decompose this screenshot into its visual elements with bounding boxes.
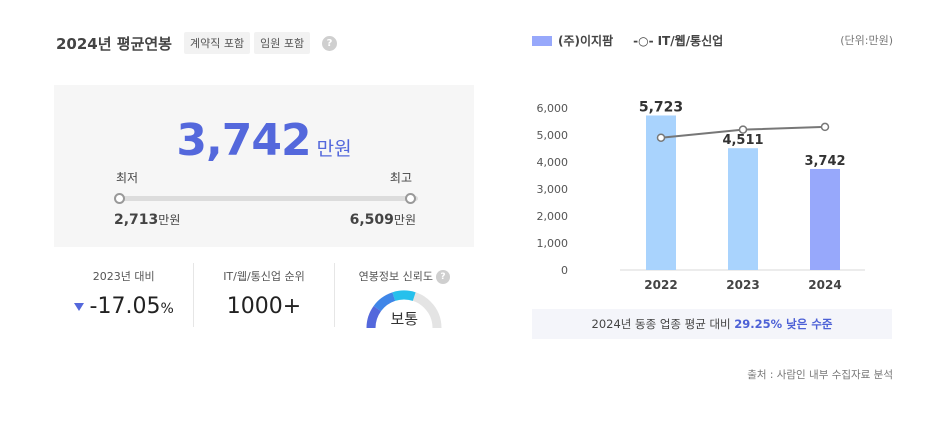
stat-reliability-label: 연봉정보 신뢰도? [335,268,474,284]
y-tick-label: 1,000 [537,237,569,250]
legend-bar-swatch [532,35,552,46]
stat-rank-label: IT/웹/통신업 순위 [223,270,305,283]
y-tick-label: 5,000 [537,129,569,142]
average-salary: 3,742 만원 [54,115,474,166]
gauge-icon [366,290,442,329]
stat-rank-value: 1000+ [226,294,302,319]
range-min-dot [114,193,125,204]
max-label: 최고 [389,171,412,185]
legend-bar-label: (주)이지팜 [558,34,614,48]
x-tick-label: 2024 [808,278,841,292]
stat-yoy: 2023년 대비 -17.05% [54,263,193,327]
summary-box: 2024년 동종 업종 평균 대비 29.25% 낮은 수준 [532,309,892,339]
page-title: 2024년 평균연봉 [56,34,172,53]
y-tick-label: 6,000 [537,102,569,115]
bar-value-label: 3,742 [804,154,845,169]
stat-reliability: 연봉정보 신뢰도? 보통 [333,263,474,329]
reliability-value: 보통 [390,310,419,328]
x-tick-label: 2022 [644,278,677,292]
tag-executive: 임원 포함 [254,32,311,54]
salary-range-track [120,196,418,201]
title-row: 2024년 평균연봉 계약직 포함 임원 포함 ? [56,32,338,54]
source-note: 출처 : 사람인 내부 수집자료 분석 [747,369,893,381]
bar-2024 [810,168,840,270]
stat-yoy-label: 2023년 대비 [92,270,155,283]
stat-yoy-value: -17.05% [54,294,193,319]
average-salary-unit: 만원 [316,138,352,160]
stats-row: 2023년 대비 -17.05% IT/웹/통신업 순위 1000+ 연봉정보 … [54,263,474,329]
tag-contract: 계약직 포함 [183,32,251,54]
stat-rank: IT/웹/통신업 순위 1000+ [193,263,333,327]
average-salary-box: 3,742 만원 최저 최고 2,713만원 6,509만원 [54,85,474,247]
legend-line-icon: -○- [633,33,654,48]
bar-2023 [728,148,758,270]
y-tick-label: 0 [561,264,568,277]
y-tick-label: 2,000 [537,210,569,223]
min-label: 최저 [116,171,139,185]
average-salary-value: 3,742 [176,115,311,166]
y-tick-label: 3,000 [537,183,569,196]
legend-line-label: IT/웹/통신업 [657,34,724,48]
down-arrow-icon [73,303,84,311]
industry-point-2023 [738,125,748,134]
bar-value-label: 5,723 [639,99,683,115]
help-icon[interactable]: ? [322,35,338,51]
min-value: 2,713만원 [114,212,181,228]
summary-highlight: 29.25% 낮은 수준 [734,317,833,331]
reliability-help-icon[interactable]: ? [435,270,450,284]
reliability-gauge: 보통 [364,288,444,332]
x-tick-label: 2023 [726,278,759,292]
salary-chart: 0 1,000 2,000 3,000 4,000 5,000 6,000 5,723 4,51… [537,99,865,292]
industry-point-2022 [656,133,666,142]
max-value: 6,509만원 [349,212,416,228]
chart-legend: (주)이지팜 -○- IT/웹/통신업 [532,32,723,49]
bar-value-label: 4,511 [722,133,763,148]
unit-note: (단위:만원) [840,34,893,47]
industry-point-2024 [820,122,830,132]
y-tick-label: 4,000 [537,156,569,169]
range-max-dot [405,193,416,204]
